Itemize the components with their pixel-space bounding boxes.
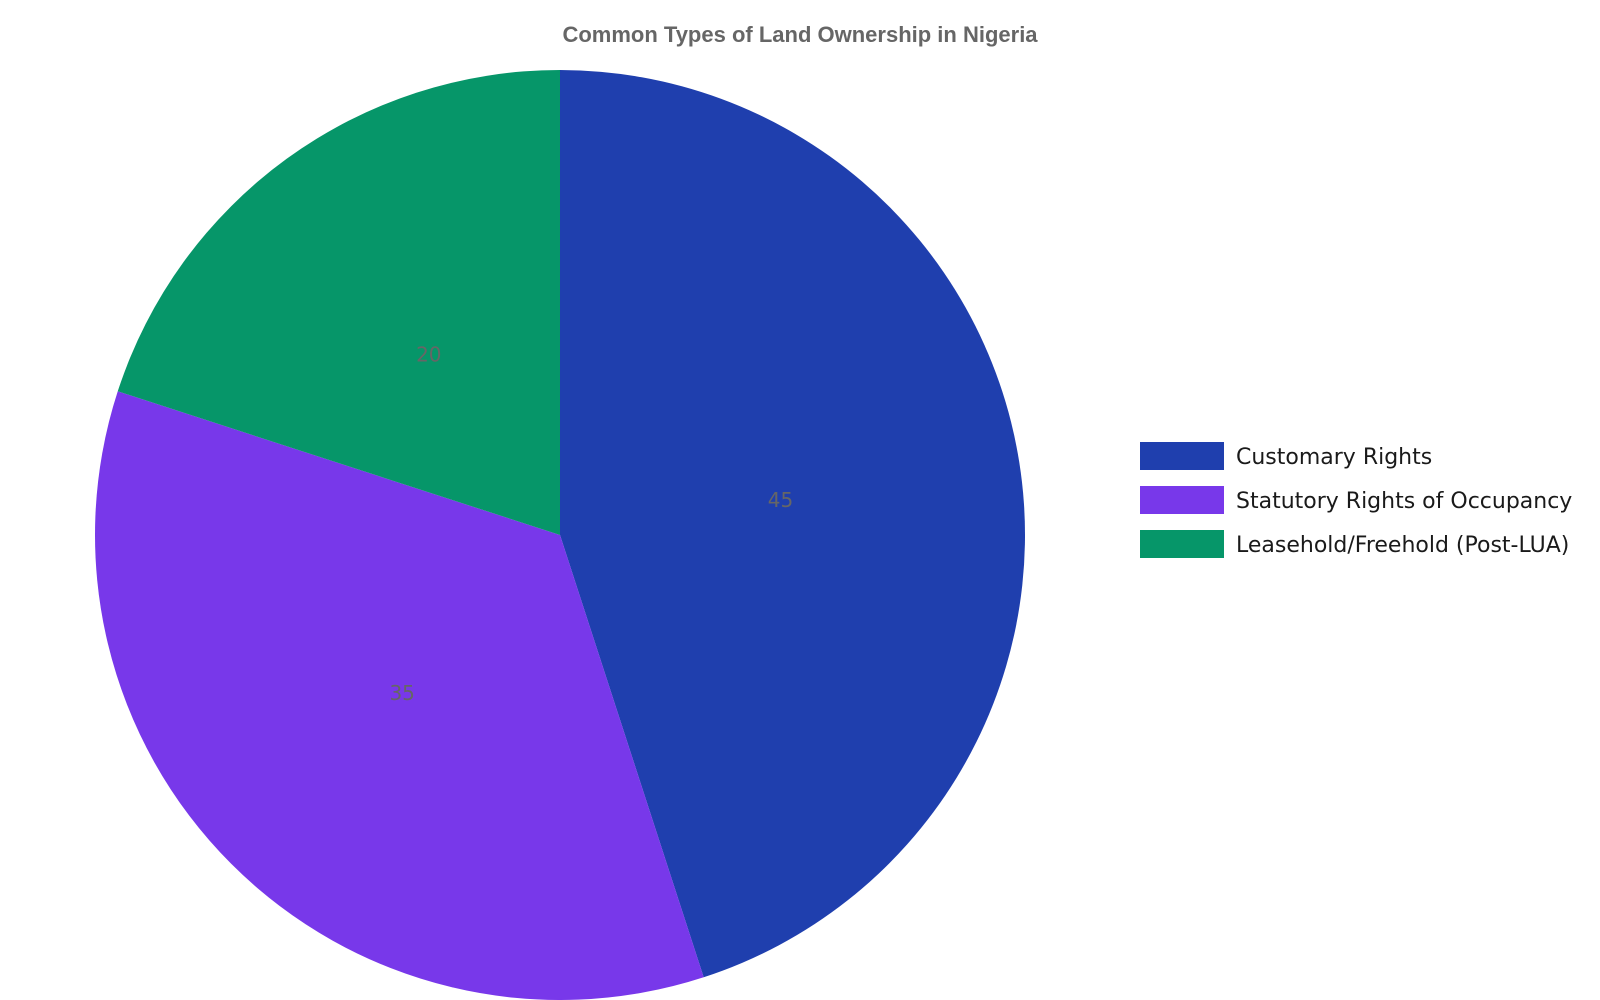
legend-swatch-customary-rights bbox=[1140, 442, 1224, 470]
legend-label-statutory-rights-of-occupancy: Statutory Rights of Occupancy bbox=[1236, 489, 1572, 514]
pie-slice-leasehold-freehold-post-lua bbox=[117, 70, 560, 535]
slice-value-label-leasehold-freehold-post-lua: 20 bbox=[416, 342, 441, 366]
legend: Customary Rights Statutory Rights of Occu… bbox=[1140, 442, 1572, 558]
slice-value-label-customary-rights: 45 bbox=[768, 488, 793, 512]
legend-label-customary-rights: Customary Rights bbox=[1236, 445, 1432, 470]
pie-slice-customary-rights bbox=[560, 70, 1026, 978]
legend-label-leasehold-freehold-post-lua: Leasehold/Freehold (Post-LUA) bbox=[1236, 533, 1569, 558]
legend-swatch-leasehold-freehold-post-lua bbox=[1140, 530, 1224, 558]
slice-value-label-statutory-rights-of-occupancy: 35 bbox=[389, 681, 414, 705]
pie-slice-statutory-rights-of-occupancy bbox=[95, 391, 704, 1000]
pie-slices bbox=[95, 70, 1026, 1000]
legend-swatch-statutory-rights-of-occupancy bbox=[1140, 486, 1224, 514]
pie-slice-labels: 45 35 20 bbox=[389, 342, 793, 704]
chart-title: Common Types of Land Ownership in Nigeri… bbox=[562, 22, 1038, 47]
